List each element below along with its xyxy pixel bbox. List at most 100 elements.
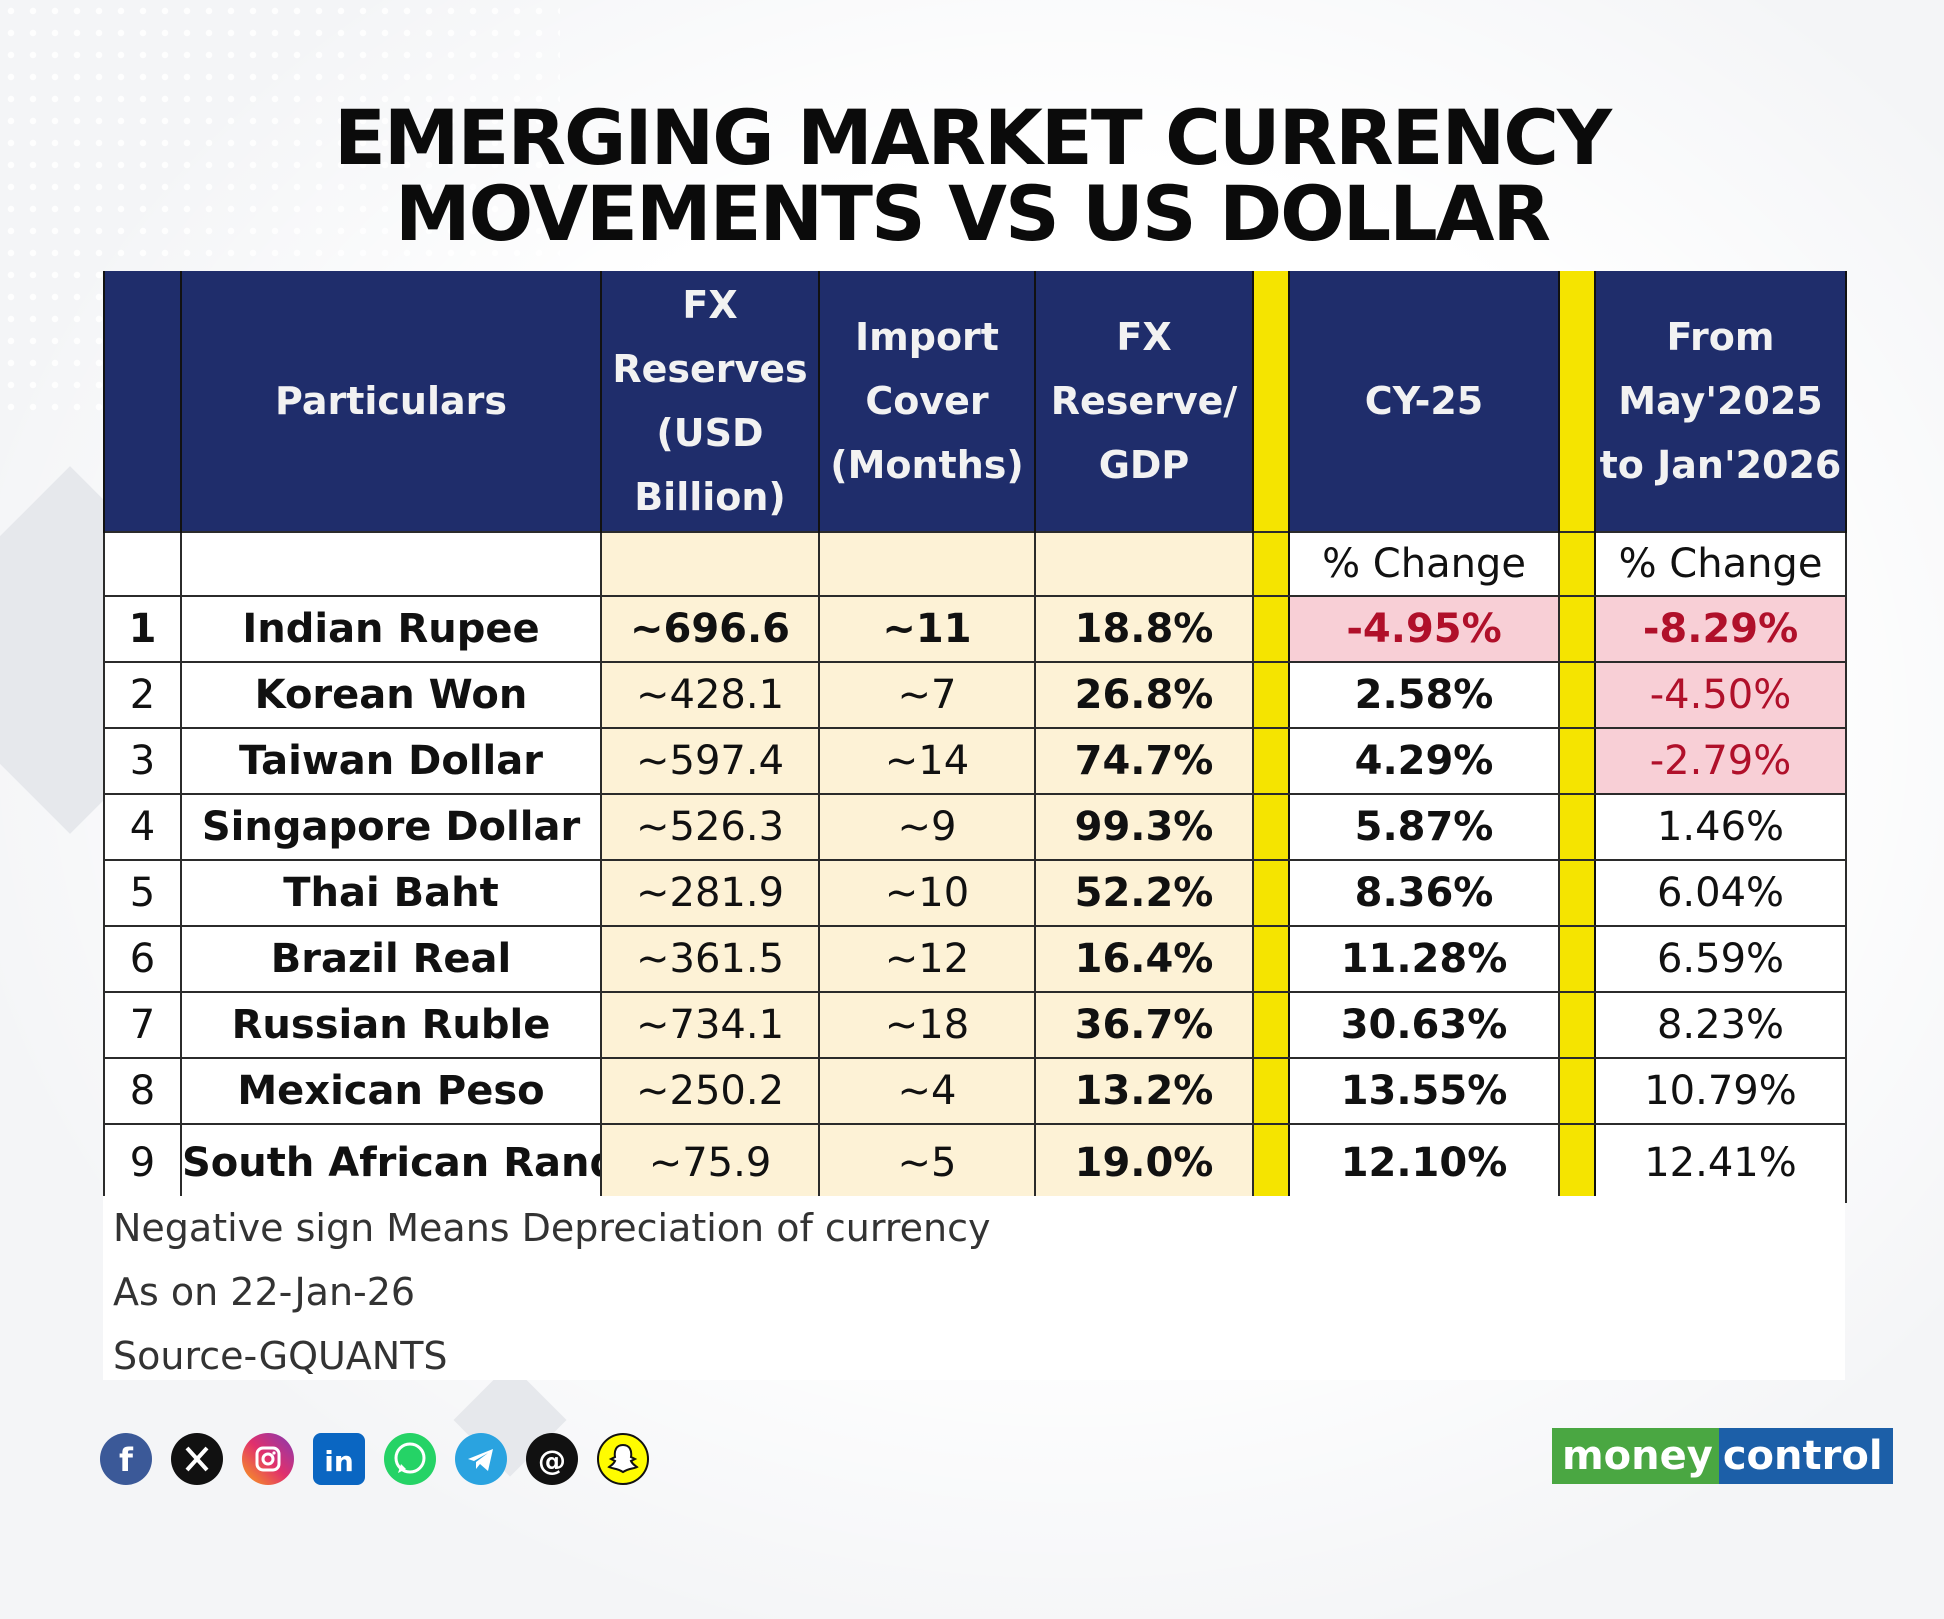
subheader-empty (103, 531, 182, 597)
row-may-jan-change: 10.79% (1594, 1057, 1847, 1125)
row-fx-gdp: 19.0% (1034, 1123, 1254, 1203)
yellow-separator (1558, 859, 1596, 927)
whatsapp-icon[interactable] (384, 1433, 436, 1485)
subheader-pct-change-cy25: % Change (1288, 531, 1560, 597)
yellow-separator (1252, 727, 1290, 795)
yellow-separator (1558, 1123, 1596, 1203)
table-row: 2 Korean Won ~428.1 ~7 26.8% 2.58% -4.50% (103, 661, 1847, 729)
row-index: 1 (103, 595, 182, 663)
svg-text:in: in (324, 1445, 354, 1478)
table-row: 6 Brazil Real ~361.5 ~12 16.4% 11.28% 6.59% (103, 925, 1847, 993)
row-fx-reserves: ~250.2 (600, 1057, 820, 1125)
title-line-1: EMERGING MARKET CURRENCY (333, 93, 1612, 182)
currency-table-container: Particulars FX Reserves (USD Billion) Im… (103, 271, 1847, 1203)
linkedin-icon[interactable]: in (313, 1433, 365, 1485)
row-index: 5 (103, 859, 182, 927)
threads-icon[interactable]: @ (526, 1433, 578, 1485)
row-index: 8 (103, 1057, 182, 1125)
row-fx-gdp: 18.8% (1034, 595, 1254, 663)
telegram-icon[interactable] (455, 1433, 507, 1485)
yellow-separator (1252, 991, 1290, 1059)
row-particulars: Indian Rupee (180, 595, 602, 663)
row-import-cover: ~4 (818, 1057, 1036, 1125)
footnote-source: Source-GQUANTS (113, 1334, 448, 1378)
header-import-cover: Import Cover (Months) (818, 271, 1036, 532)
yellow-separator (1558, 1057, 1596, 1125)
yellow-separator (1558, 271, 1596, 532)
row-index: 2 (103, 661, 182, 729)
row-cy25-change: 2.58% (1288, 661, 1560, 729)
table-row: 1 Indian Rupee ~696.6 ~11 18.8% -4.95% -8.29% (103, 595, 1847, 663)
currency-table: Particulars FX Reserves (USD Billion) Im… (103, 271, 1847, 1203)
row-fx-gdp: 52.2% (1034, 859, 1254, 927)
row-fx-reserves: ~428.1 (600, 661, 820, 729)
row-fx-gdp: 36.7% (1034, 991, 1254, 1059)
row-may-jan-change: -4.50% (1594, 661, 1847, 729)
yellow-separator (1558, 595, 1596, 663)
table-row: 9 South African Rand ~75.9 ~5 19.0% 12.10% 12.… (103, 1123, 1847, 1203)
yellow-separator (1558, 793, 1596, 861)
row-fx-gdp: 16.4% (1034, 925, 1254, 993)
svg-text:f: f (119, 1441, 134, 1479)
row-fx-reserves: ~75.9 (600, 1123, 820, 1203)
logo-money: money (1552, 1428, 1719, 1484)
row-fx-gdp: 74.7% (1034, 727, 1254, 795)
yellow-separator (1558, 661, 1596, 729)
row-particulars: Mexican Peso (180, 1057, 602, 1125)
row-particulars: South African Rand (180, 1123, 602, 1203)
yellow-separator (1252, 271, 1290, 532)
row-fx-reserves: ~281.9 (600, 859, 820, 927)
row-import-cover: ~5 (818, 1123, 1036, 1203)
row-import-cover: ~7 (818, 661, 1036, 729)
row-particulars: Russian Ruble (180, 991, 602, 1059)
row-fx-gdp: 13.2% (1034, 1057, 1254, 1125)
row-fx-reserves: ~526.3 (600, 793, 820, 861)
subheader-empty (180, 531, 602, 597)
yellow-separator (1558, 727, 1596, 795)
row-fx-reserves: ~361.5 (600, 925, 820, 993)
header-row: Particulars FX Reserves (USD Billion) Im… (103, 271, 1847, 532)
row-import-cover: ~10 (818, 859, 1036, 927)
row-import-cover: ~12 (818, 925, 1036, 993)
row-index: 3 (103, 727, 182, 795)
row-fx-gdp: 26.8% (1034, 661, 1254, 729)
subheader-empty (600, 531, 820, 597)
row-particulars: Singapore Dollar (180, 793, 602, 861)
table-row: 3 Taiwan Dollar ~597.4 ~14 74.7% 4.29% -2.79% (103, 727, 1847, 795)
row-cy25-change: 13.55% (1288, 1057, 1560, 1125)
facebook-icon[interactable]: f (100, 1433, 152, 1485)
x-icon[interactable] (171, 1433, 223, 1485)
header-may-jan: From May'2025 to Jan'2026 (1594, 271, 1847, 532)
subheader-empty (1034, 531, 1254, 597)
row-may-jan-change: 1.46% (1594, 793, 1847, 861)
row-fx-reserves: ~696.6 (600, 595, 820, 663)
row-cy25-change: 8.36% (1288, 859, 1560, 927)
yellow-separator (1252, 595, 1290, 663)
yellow-separator (1252, 531, 1290, 597)
footnotes: Negative sign Means Depreciation of curr… (103, 1196, 1845, 1380)
yellow-separator (1252, 661, 1290, 729)
row-cy25-change: 4.29% (1288, 727, 1560, 795)
row-import-cover: ~9 (818, 793, 1036, 861)
header-cy25: CY-25 (1288, 271, 1560, 532)
title-line-2: MOVEMENTS VS US DOLLAR (395, 169, 1551, 258)
svg-text:@: @ (538, 1444, 566, 1477)
row-index: 9 (103, 1123, 182, 1203)
row-cy25-change: -4.95% (1288, 595, 1560, 663)
row-may-jan-change: 6.59% (1594, 925, 1847, 993)
row-fx-gdp: 99.3% (1034, 793, 1254, 861)
yellow-separator (1252, 793, 1290, 861)
header-particulars: Particulars (180, 271, 602, 532)
instagram-icon[interactable] (242, 1433, 294, 1485)
row-may-jan-change: -2.79% (1594, 727, 1847, 795)
row-particulars: Brazil Real (180, 925, 602, 993)
row-particulars: Taiwan Dollar (180, 727, 602, 795)
footnote-negative-sign: Negative sign Means Depreciation of curr… (113, 1206, 991, 1250)
row-index: 4 (103, 793, 182, 861)
table-row: 5 Thai Baht ~281.9 ~10 52.2% 8.36% 6.04% (103, 859, 1847, 927)
row-may-jan-change: 6.04% (1594, 859, 1847, 927)
row-import-cover: ~18 (818, 991, 1036, 1059)
row-cy25-change: 5.87% (1288, 793, 1560, 861)
snapchat-icon[interactable] (597, 1433, 649, 1485)
subheader-row: % Change % Change (103, 531, 1847, 597)
